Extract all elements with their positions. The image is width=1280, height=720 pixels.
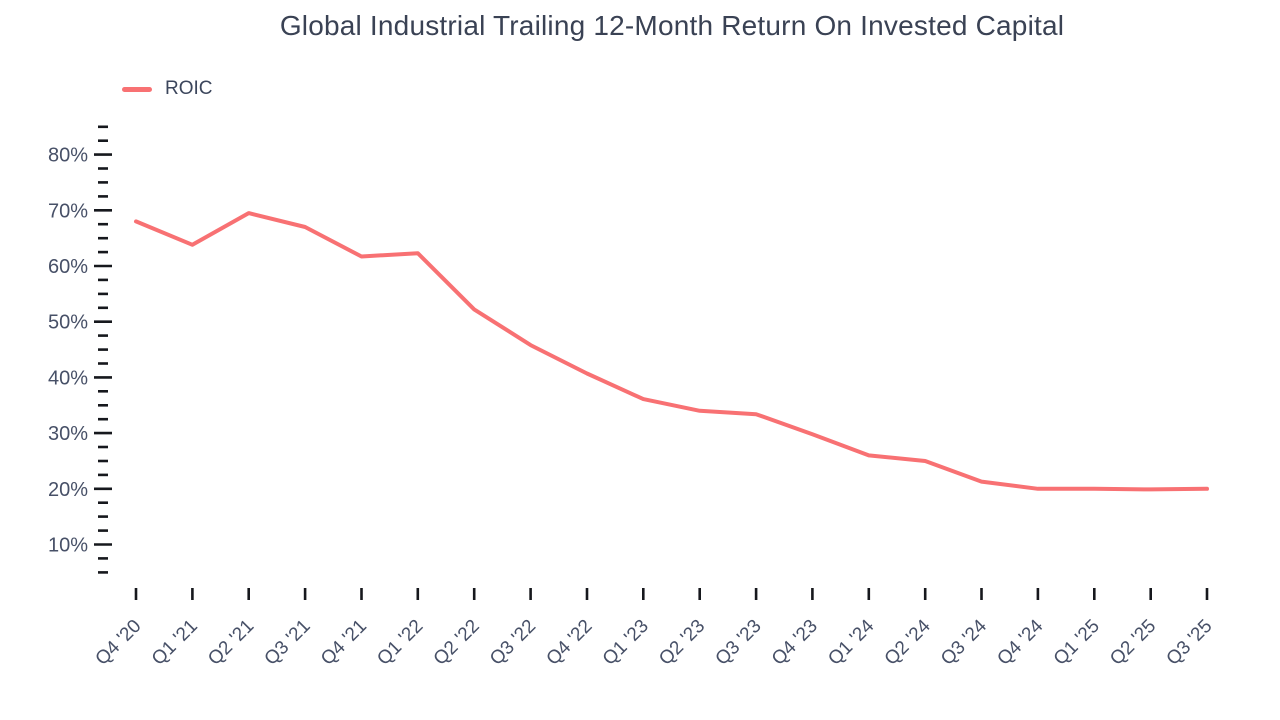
x-axis-label: Q1 '22 xyxy=(373,616,427,670)
y-axis-label: 80% xyxy=(48,145,88,167)
x-axis-label: Q2 '22 xyxy=(430,616,484,670)
y-axis-label: 10% xyxy=(48,535,88,557)
legend-line-swatch xyxy=(122,86,152,92)
x-axis-label: Q2 '21 xyxy=(204,616,258,670)
x-axis-label: Q3 '21 xyxy=(261,616,315,670)
legend-label: ROIC xyxy=(165,78,213,99)
roic-series-line xyxy=(134,211,1209,492)
x-axis-label: Q4 '23 xyxy=(768,616,822,670)
chart-title: Global Industrial Trailing 12-Month Retu… xyxy=(279,10,1065,41)
x-axis-label: Q3 '25 xyxy=(1163,616,1217,670)
x-axis-label: Q1 '25 xyxy=(1050,616,1104,670)
x-axis-label: Q4 '21 xyxy=(317,616,371,670)
x-axis-label: Q4 '22 xyxy=(543,616,597,670)
x-axis-label: Q2 '25 xyxy=(1106,616,1160,670)
x-axis-label: Q3 '24 xyxy=(937,615,991,669)
y-axis-label: 30% xyxy=(48,423,88,445)
legend-item-roic[interactable]: ROIC xyxy=(122,78,213,100)
x-axis-label: Q1 '23 xyxy=(599,616,653,670)
x-axis-label: Q2 '24 xyxy=(881,615,935,669)
x-axis-label: Q3 '23 xyxy=(712,616,766,670)
y-axis-label: 50% xyxy=(48,312,88,334)
x-axis-label: Q4 '20 xyxy=(92,616,146,670)
x-axis-label: Q1 '21 xyxy=(148,616,202,670)
x-axis-label: Q2 '23 xyxy=(655,616,709,670)
y-axis-label: 20% xyxy=(48,479,88,501)
x-axis-label: Q3 '22 xyxy=(486,616,540,670)
y-axis-label: 70% xyxy=(48,200,88,222)
y-axis-label: 40% xyxy=(48,367,88,389)
legend: ROIC xyxy=(122,78,213,100)
x-axis-label: Q4 '24 xyxy=(993,615,1047,669)
x-axis-label: Q1 '24 xyxy=(824,615,878,669)
y-axis-label: 60% xyxy=(48,256,88,278)
